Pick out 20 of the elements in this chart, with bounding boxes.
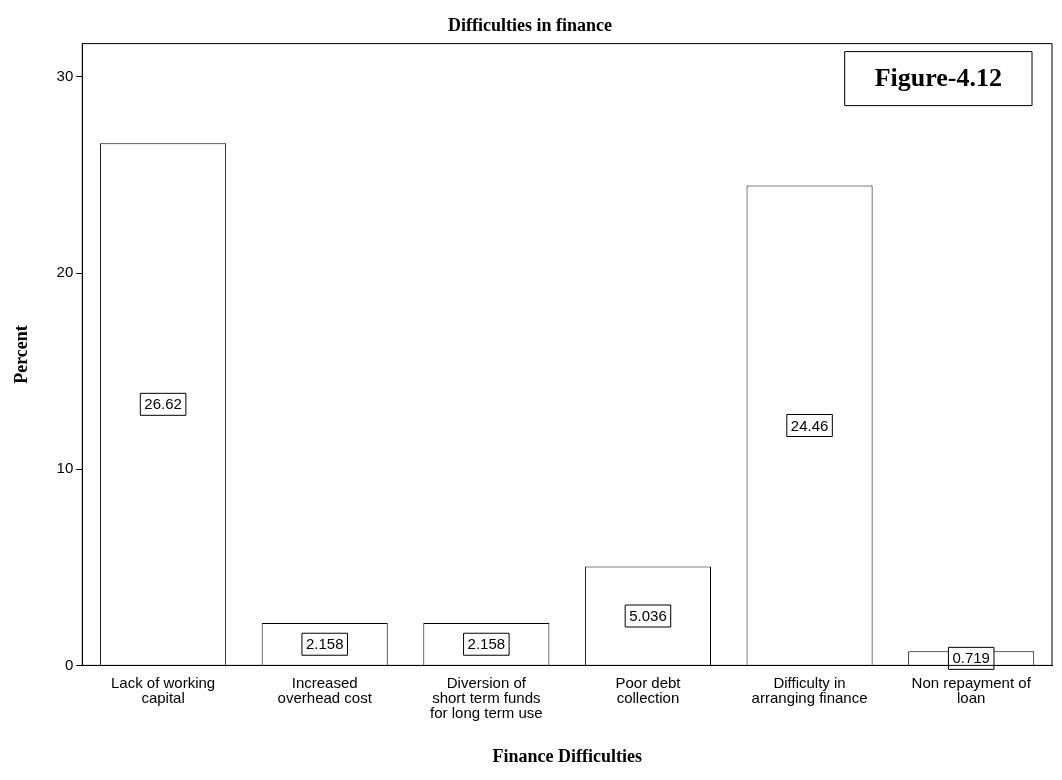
chart-title: Difficulties in finance <box>448 15 612 36</box>
data-label: 0.719 <box>952 649 990 667</box>
annotation: Figure-4.12 <box>874 63 1002 93</box>
x-tick-label: Lack of working capital <box>110 674 216 707</box>
data-label: 5.036 <box>629 607 667 625</box>
x-tick-label: Increased overhead cost <box>277 674 373 707</box>
y-tick-label: 20 <box>56 263 74 281</box>
x-tick-label: Difficulty in arranging finance <box>751 674 868 707</box>
y-axis-title: Percent <box>11 325 32 384</box>
x-axis-title: Finance Difficulties <box>492 745 642 766</box>
data-label: 2.158 <box>305 635 344 653</box>
y-tick-label: 30 <box>56 67 74 85</box>
x-tick-label: Diversion of short term funds for long term use <box>430 674 543 722</box>
data-label: 26.62 <box>144 395 182 413</box>
y-tick-label: 10 <box>56 459 74 477</box>
x-tick-label: Non repayment of loan <box>911 674 1032 707</box>
y-tick-label: 0 <box>64 655 74 673</box>
data-label: 2.158 <box>467 635 506 653</box>
x-tick-label: Poor debt collection <box>615 674 682 707</box>
data-label: 24.46 <box>790 416 829 434</box>
